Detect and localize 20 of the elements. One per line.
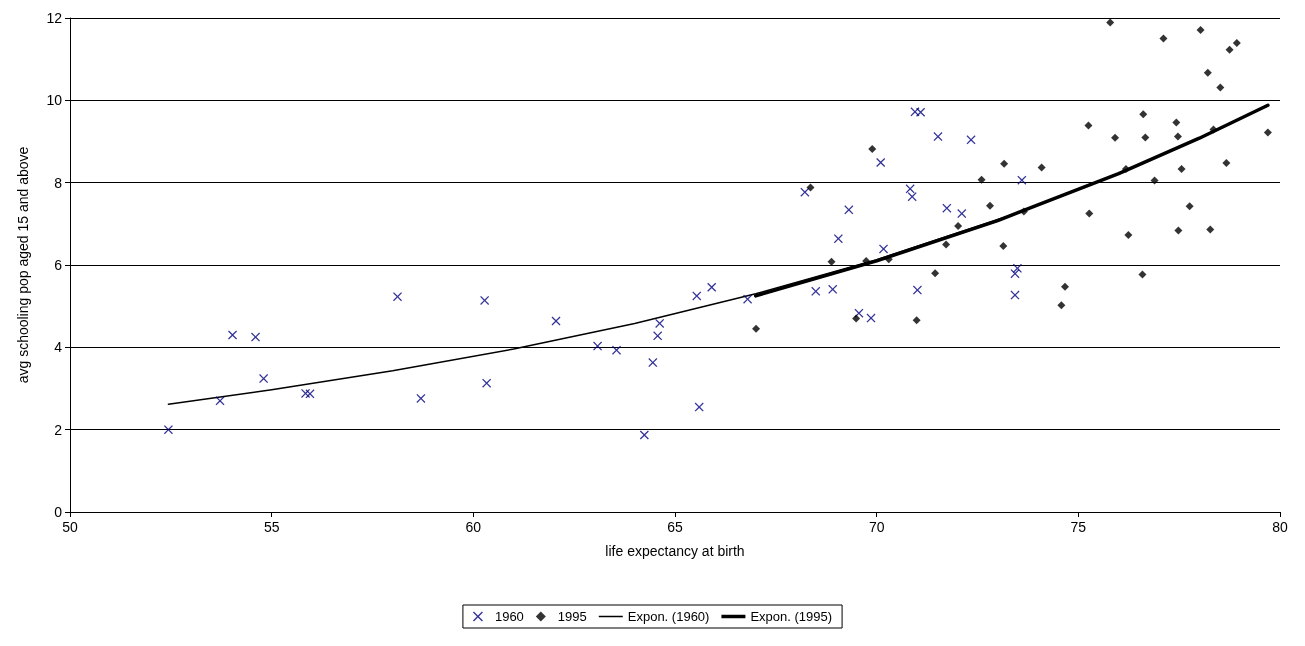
x-tick-label: 80 [1272,519,1288,535]
legend-label: 1960 [494,609,524,624]
x-tick-label: 70 [868,519,885,535]
y-tick-label: 2 [54,421,63,438]
y-tick-label: 4 [54,339,63,356]
y-tick-label: 12 [46,10,63,26]
y-tick-label: 0 [54,504,63,520]
x-tick-label: 50 [62,519,78,535]
y-axis-title: avg schooling pop aged 15 and above [15,146,31,384]
y-tick-label: 8 [54,174,63,191]
x-axis-title: life expectancy at birth [605,543,745,559]
x-tick-label: 55 [263,519,280,535]
x-tick-label: 60 [465,519,482,535]
x-tick-label: 75 [1070,519,1087,535]
x-tick-label: 65 [667,519,683,535]
legend-label: Expon. (1960) [627,609,710,624]
y-tick-label: 10 [46,92,63,109]
legend-label: Expon. (1995) [750,609,833,624]
legend-label: 1995 [557,609,587,624]
y-tick-label: 6 [54,257,63,273]
